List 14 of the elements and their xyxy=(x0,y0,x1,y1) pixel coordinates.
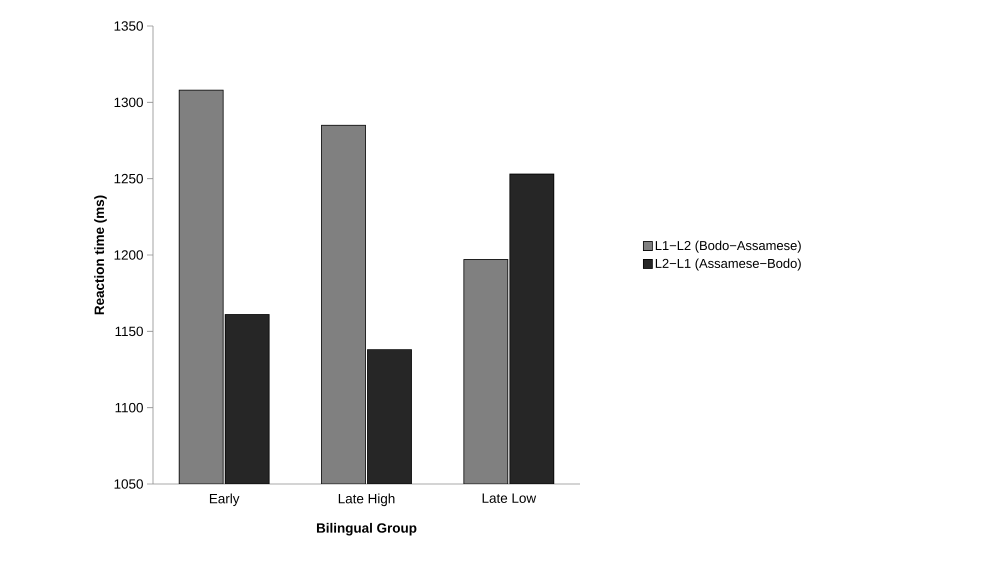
y-tick-label: 1150 xyxy=(116,326,143,336)
y-tick-label: 1050 xyxy=(114,479,143,489)
legend-label: L2−L1 (Assamese−Bodo) xyxy=(656,258,801,271)
y-axis-title: Reaction time (ms) xyxy=(94,196,107,314)
y-tick-label: 1350 xyxy=(114,21,143,31)
y-tick-label: 1200 xyxy=(114,250,143,260)
x-axis-title: Bilingual Group xyxy=(316,522,416,536)
x-tick-label: Late Low xyxy=(482,494,536,503)
y-tick-label: 1300 xyxy=(114,98,143,108)
y-tick-label: 1250 xyxy=(114,174,143,184)
x-tick-label: Early xyxy=(210,494,240,506)
x-tick-label: Late High xyxy=(338,494,394,506)
legend-label: L1−L2 (Bodo−Assamese) xyxy=(656,240,801,253)
y-tick-label: 1100 xyxy=(116,402,143,412)
